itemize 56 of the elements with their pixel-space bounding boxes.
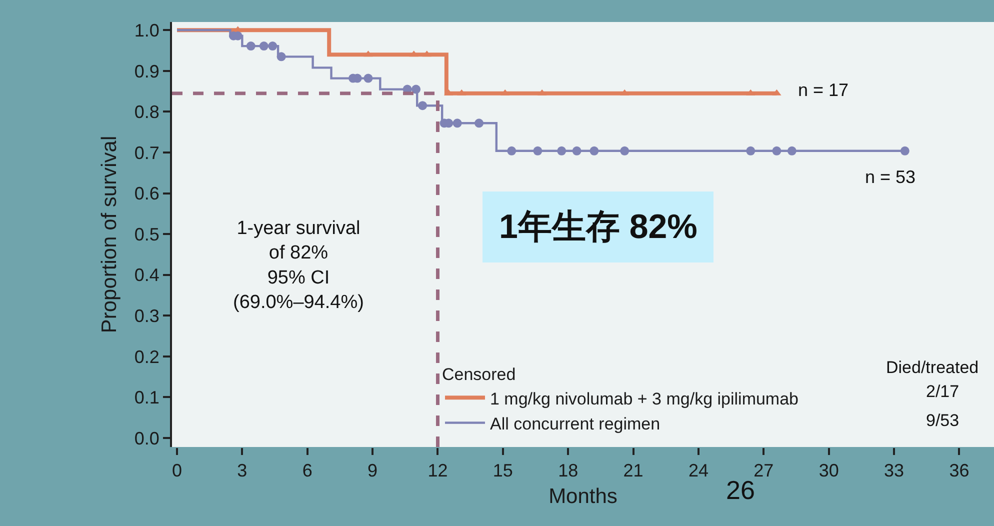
y-tick-label: 0.6 — [134, 184, 160, 204]
y-tick-label: 0.3 — [134, 306, 160, 326]
point — [474, 118, 484, 128]
annotation: Died/treated — [886, 358, 979, 377]
annotation: n = 17 — [798, 80, 849, 100]
x-tick-label: 21 — [623, 460, 644, 481]
point — [787, 146, 796, 156]
point — [364, 74, 373, 83]
point — [268, 42, 278, 51]
x-tick-label: 3 — [237, 460, 248, 481]
y-tick-label: 0.9 — [134, 61, 160, 82]
x-tick-label: 6 — [302, 460, 312, 481]
legend-label: All concurrent regimen — [490, 414, 660, 434]
x-tick-label: 36 — [949, 460, 970, 481]
point — [276, 52, 286, 62]
point — [452, 118, 462, 128]
point — [746, 146, 756, 156]
annotation: 2/17 — [926, 382, 960, 401]
point — [412, 84, 421, 94]
y-tick-label: 0.2 — [134, 346, 160, 367]
x-tick-label: 24 — [688, 460, 709, 481]
y-tick-label: 0.1 — [134, 388, 160, 408]
point — [259, 42, 268, 51]
text: 26 — [726, 475, 755, 505]
y-tick-label: 0.7 — [134, 142, 160, 163]
point — [533, 146, 542, 156]
x-tick-label: 30 — [818, 460, 839, 481]
x-tick-label: 9 — [368, 460, 378, 481]
x-tick-label: 15 — [492, 460, 513, 481]
point — [590, 146, 599, 156]
annotation: 1年生存 82% — [499, 208, 698, 246]
x-tick-label: 12 — [428, 460, 448, 481]
point — [772, 146, 782, 156]
x-tick-label: 33 — [884, 460, 904, 481]
point — [900, 146, 910, 156]
point — [572, 146, 582, 156]
legend-label: 1 mg/kg nivolumab + 3 mg/kg ipilimumab — [490, 389, 798, 408]
y-tick-label: 0.0 — [134, 428, 160, 448]
point — [507, 146, 516, 156]
y-axis-title: Proportion of survival — [98, 136, 122, 334]
annotation: 1-year survival of 82% 95% CI (69.0%–94.4%) — [233, 218, 364, 314]
y-tick-label: 0.5 — [134, 224, 160, 244]
x-tick-label: 18 — [558, 460, 578, 481]
y-tick-label: 0.4 — [134, 265, 160, 286]
point — [557, 146, 566, 156]
point — [246, 42, 256, 51]
x-axis-title: Months — [548, 484, 618, 508]
y-tick-label: 1.0 — [134, 20, 160, 40]
legend-title: Censored — [442, 365, 516, 384]
annotation: 9/53 — [926, 411, 960, 430]
x-tick-label: 0 — [172, 460, 182, 481]
annotation: n = 53 — [865, 167, 916, 187]
point — [418, 101, 428, 110]
x-tick-label: 27 — [754, 460, 774, 481]
point — [620, 146, 630, 156]
y-tick-label: 0.8 — [134, 102, 160, 122]
